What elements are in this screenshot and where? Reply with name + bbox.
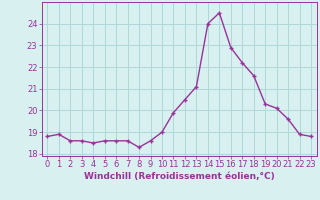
X-axis label: Windchill (Refroidissement éolien,°C): Windchill (Refroidissement éolien,°C)	[84, 172, 275, 181]
